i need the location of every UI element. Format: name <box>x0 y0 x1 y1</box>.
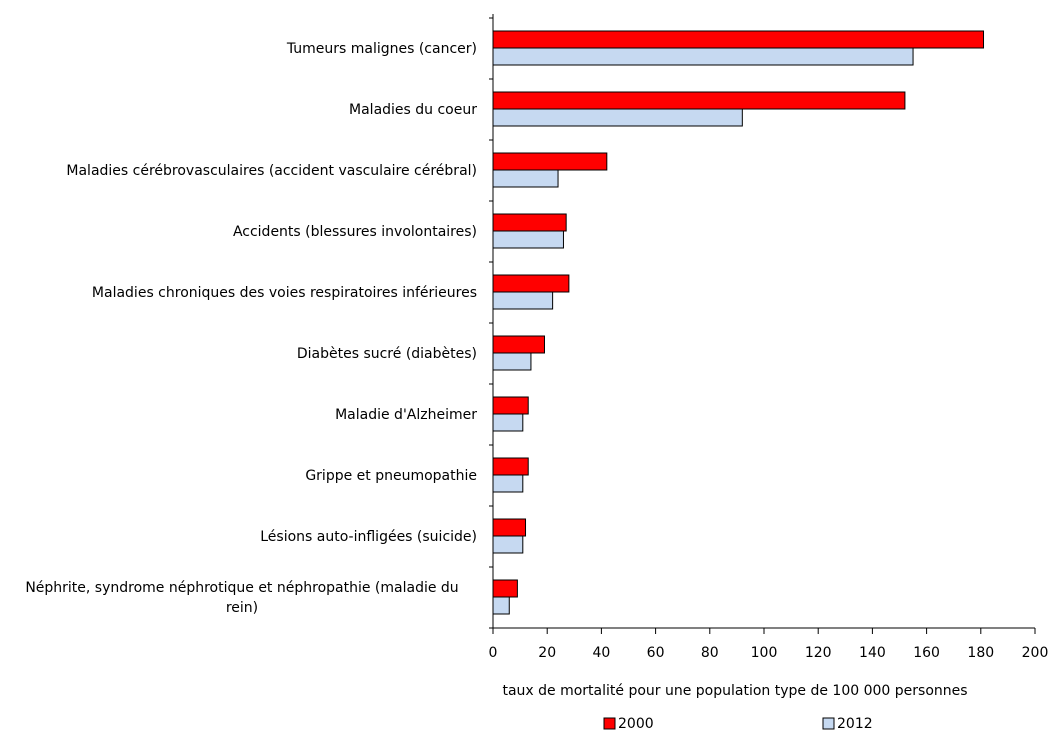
bar <box>492 596 510 615</box>
y-tick-label-box: Diabètes sucré (diabètes) <box>7 323 477 384</box>
bar <box>492 108 743 127</box>
y-tick-label: Maladies chroniques des voies respiratoi… <box>91 284 477 301</box>
bar <box>492 352 532 371</box>
bar <box>492 169 559 188</box>
x-tick-label: 40 <box>592 645 610 661</box>
bar <box>492 47 914 66</box>
bar <box>492 396 529 415</box>
x-axis-title: taux de mortalité pour une population ty… <box>502 683 967 699</box>
y-tick-label-box: Lésions auto-infligées (suicide) <box>7 506 477 567</box>
y-tick-label-box: Accidents (blessures involontaires) <box>7 201 477 262</box>
legend-label: 2000 <box>618 716 654 732</box>
x-tick-label: 60 <box>647 645 665 661</box>
x-tick-label: 0 <box>489 645 498 661</box>
x-tick-label: 20 <box>538 645 556 661</box>
bar <box>492 518 527 537</box>
bar <box>492 457 529 476</box>
bar <box>492 579 518 598</box>
bar <box>492 91 906 110</box>
legend-swatch <box>822 717 835 730</box>
bar <box>492 535 524 554</box>
y-tick-label-box: Néphrite, syndrome néphrotique et néphro… <box>7 567 477 628</box>
y-tick-label-box: Maladie d'Alzheimer <box>7 384 477 445</box>
bar <box>492 413 524 432</box>
y-tick-label: Maladies du coeur <box>349 101 477 118</box>
x-tick-label: 140 <box>859 645 886 661</box>
y-tick-label-box: Grippe et pneumopathie <box>7 445 477 506</box>
x-tick-label: 160 <box>913 645 940 661</box>
y-tick-label-box: Maladies cérébrovasculaires (accident va… <box>7 140 477 201</box>
bar <box>492 213 567 232</box>
bar <box>492 335 545 354</box>
y-tick-label: Maladie d'Alzheimer <box>335 406 477 423</box>
x-tick-label: 80 <box>701 645 719 661</box>
bar <box>492 291 554 310</box>
y-tick-label-box: Maladies chroniques des voies respiratoi… <box>7 262 477 323</box>
bar <box>492 30 985 49</box>
legend-swatch <box>603 717 616 730</box>
x-tick-label: 120 <box>805 645 832 661</box>
bar <box>492 274 570 293</box>
y-tick-label: Diabètes sucré (diabètes) <box>296 345 477 362</box>
y-tick-label: Néphrite, syndrome néphrotique et néphro… <box>25 579 459 616</box>
y-tick-label: Maladies cérébrovasculaires (accident va… <box>66 162 477 179</box>
y-tick-label: Grippe et pneumopathie <box>305 467 477 484</box>
x-tick-label: 100 <box>751 645 778 661</box>
x-tick-label: 200 <box>1022 645 1049 661</box>
y-tick-label: Tumeurs malignes (cancer) <box>286 40 477 57</box>
x-tick-label: 180 <box>967 645 994 661</box>
bar <box>492 152 608 171</box>
y-tick-label: Lésions auto-infligées (suicide) <box>260 528 477 545</box>
legend-label: 2012 <box>837 716 873 732</box>
y-tick-label: Accidents (blessures involontaires) <box>232 223 477 240</box>
y-tick-label-box: Maladies du coeur <box>7 79 477 140</box>
bar <box>492 474 524 493</box>
bar <box>492 230 564 249</box>
y-tick-label-box: Tumeurs malignes (cancer) <box>7 18 477 79</box>
